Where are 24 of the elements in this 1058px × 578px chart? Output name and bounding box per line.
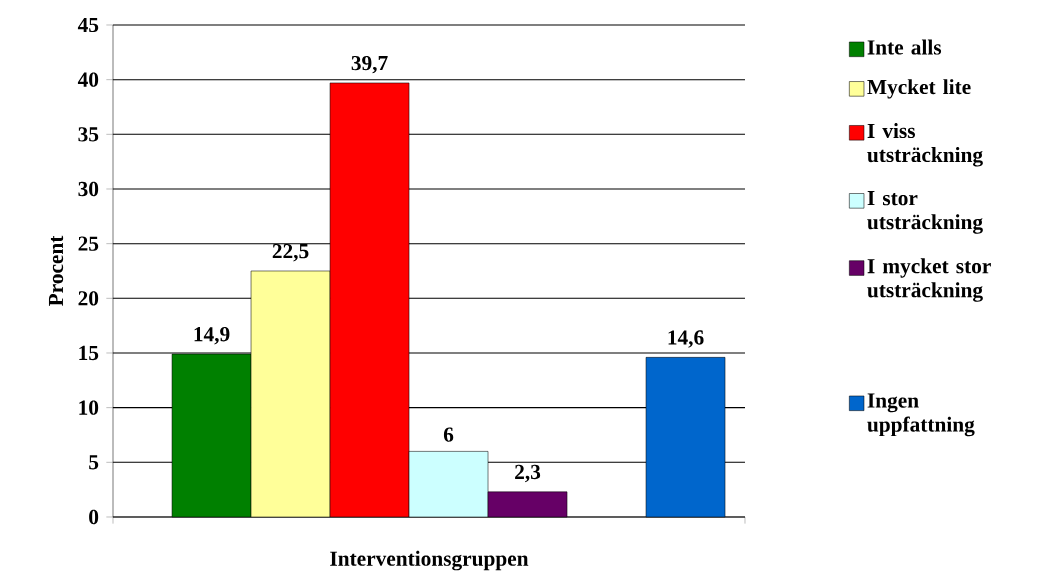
legend-label: Inte alls [867,39,942,55]
legend-label: I stor utsträckning [867,191,983,234]
data-label: 39,7 [351,55,388,74]
y-tick-label: 25 [78,236,99,251]
y-tick-label: 30 [78,181,99,197]
data-label: 14,9 [194,327,230,345]
y-tick-label: 15 [79,345,99,361]
data-label: 22,5 [272,243,309,262]
legend-label: I viss utsträckning [867,123,983,167]
legend-label: Mycket lite [867,79,971,99]
y-tick-label: 10 [79,400,99,415]
y-axis-title: Procent [48,235,64,306]
data-label: 6 [443,427,454,442]
y-tick-label: 40 [77,72,99,87]
x-axis-title: Interventionsgruppen [330,550,529,571]
y-tick-label: 35 [78,127,99,142]
y-tick-label: 45 [77,17,99,33]
legend-label: Ingen uppfattning [867,393,975,437]
y-tick-label: 0 [89,509,99,525]
data-label: 14,6 [668,330,704,348]
legend-label: I mycket stor utsträckning [867,258,991,302]
data-label: 2,3 [515,464,541,483]
y-tick-label: 5 [89,455,99,470]
y-tick-label: 20 [78,291,99,306]
